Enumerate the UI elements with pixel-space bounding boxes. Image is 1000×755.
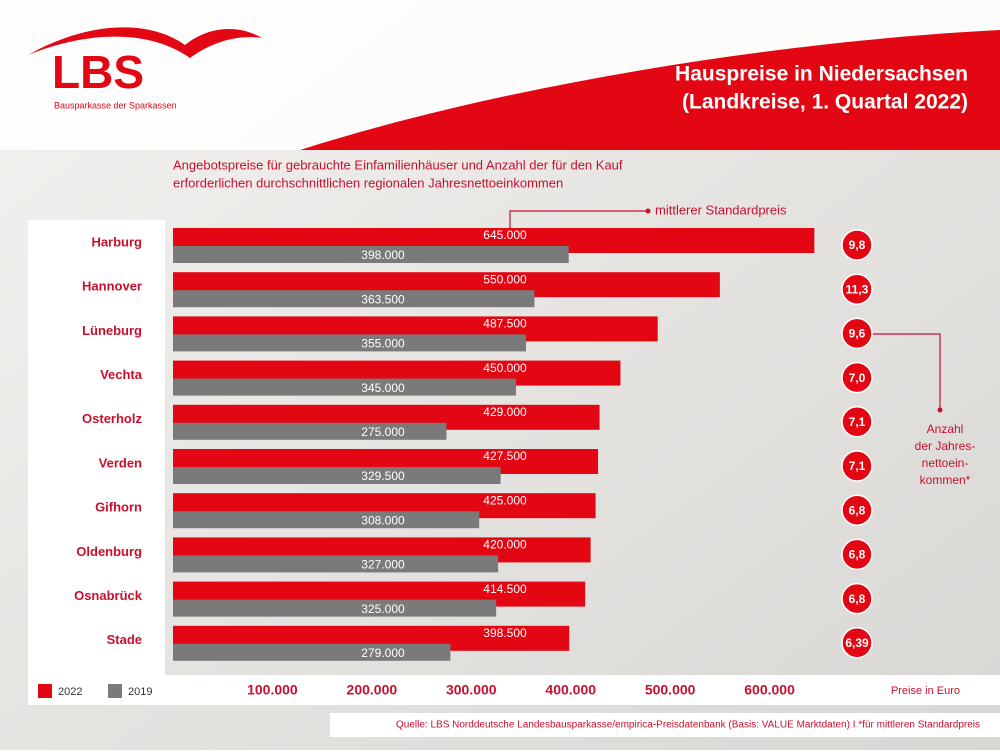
- annotation-dot: [645, 208, 651, 214]
- value-label: 429.000: [483, 405, 527, 419]
- title: Hauspreise in Niedersachsen: [675, 63, 968, 86]
- ratio-marker: [841, 229, 873, 261]
- x-tick-label: 400.000: [545, 682, 596, 698]
- bar: [173, 422, 447, 440]
- bar: [173, 599, 497, 617]
- ratio-marker: [841, 273, 873, 305]
- value-label: 550.000: [483, 272, 527, 286]
- ratio-marker: [841, 582, 873, 615]
- value-label: 355.000: [361, 337, 405, 351]
- ratio-label: 6,8: [849, 503, 866, 517]
- category-label: Gifhorn: [95, 500, 142, 515]
- ratio-label: 6,39: [845, 636, 869, 650]
- x-tick-label: 600.000: [744, 682, 795, 698]
- ratio-marker: [841, 627, 873, 659]
- legend-label: 2022: [58, 686, 82, 698]
- annotation-line: [509, 210, 648, 228]
- value-label: 420.000: [483, 538, 527, 552]
- category-label: Osterholz: [82, 411, 142, 426]
- ratio-marker: [841, 317, 873, 350]
- annotation: mittlerer Standardpreis: [655, 202, 787, 217]
- x-tick-label: 500.000: [645, 682, 696, 698]
- subtitle: Angebotspreise für gebrauchte Einfamilie…: [173, 157, 623, 172]
- value-label: 279.000: [361, 646, 405, 660]
- category-label: Hannover: [82, 279, 142, 294]
- value-label: 325.000: [361, 602, 405, 616]
- category-label: Osnabrück: [74, 588, 143, 603]
- bar: [173, 246, 569, 263]
- value-label: 345.000: [361, 381, 405, 395]
- annotation-line: [872, 333, 941, 408]
- category-label: Oldenburg: [76, 544, 142, 559]
- bar: [173, 643, 451, 661]
- bar: [173, 555, 499, 573]
- ratio-marker: [841, 361, 873, 394]
- source: Quelle: LBS Norddeutsche Landesbausparka…: [396, 720, 980, 731]
- category-label: Vechta: [100, 367, 143, 382]
- bar: [173, 467, 501, 484]
- ratio-marker: [841, 406, 873, 438]
- bar: [173, 378, 517, 396]
- ratio-marker: [841, 538, 873, 571]
- annotation: nettoein-: [922, 456, 969, 470]
- x-tick-label: 100.000: [247, 682, 298, 698]
- ratio-label: 7,0: [849, 371, 866, 385]
- category-label: Lüneburg: [82, 323, 142, 338]
- legend-label: 2019: [128, 686, 152, 698]
- value-label: 327.000: [361, 558, 405, 572]
- value-label: 425.000: [483, 493, 527, 507]
- annotation: der Jahres-: [915, 439, 976, 453]
- value-label: 275.000: [361, 425, 405, 439]
- annotation-dot: [937, 407, 943, 413]
- logo-tagline: Bausparkasse der Sparkassen: [54, 100, 177, 110]
- category-panel: [28, 220, 165, 675]
- category-label: Harburg: [91, 234, 142, 249]
- ratio-label: 7,1: [849, 459, 866, 473]
- value-label: 645.000: [483, 228, 527, 242]
- title: (Landkreise, 1. Quartal 2022): [682, 91, 968, 114]
- logo-swoosh: [28, 27, 262, 58]
- value-label: 329.500: [361, 469, 405, 483]
- value-label: 450.000: [483, 361, 527, 375]
- bar: [173, 290, 535, 308]
- value-label: 363.500: [361, 292, 405, 306]
- ratio-label: 11,3: [846, 282, 869, 296]
- source-panel: [330, 713, 1000, 737]
- logo-text: LBS: [52, 46, 144, 98]
- category-label: Verden: [99, 455, 142, 470]
- legend-swatch: [38, 684, 52, 698]
- ratio-label: 6,8: [849, 592, 866, 606]
- x-tick-label: 200.000: [347, 682, 398, 698]
- x-axis-label: Preise in Euro: [891, 685, 960, 697]
- subtitle: erforderlichen durchschnittlichen region…: [173, 175, 563, 190]
- category-label: Stade: [107, 632, 142, 647]
- value-label: 308.000: [361, 513, 405, 527]
- x-tick-label: 300.000: [446, 682, 497, 698]
- bar: [173, 334, 526, 352]
- ratio-label: 9,6: [849, 327, 866, 341]
- value-label: 398.000: [361, 248, 405, 262]
- value-label: 487.500: [483, 317, 527, 331]
- value-label: 427.500: [483, 449, 527, 463]
- legend-swatch: [108, 684, 122, 698]
- header-swoosh: [300, 30, 1000, 150]
- value-label: 398.500: [483, 626, 527, 640]
- ratio-label: 6,8: [849, 548, 866, 562]
- ratio-marker: [841, 450, 873, 482]
- ratio-label: 7,1: [849, 415, 866, 429]
- axis-panel: [28, 675, 1000, 705]
- ratio-label: 9,8: [849, 238, 866, 252]
- annotation: kommen*: [920, 473, 971, 487]
- ratio-marker: [841, 494, 873, 526]
- bar: [173, 511, 480, 529]
- annotation: Anzahl: [927, 422, 964, 436]
- value-label: 414.500: [483, 582, 527, 596]
